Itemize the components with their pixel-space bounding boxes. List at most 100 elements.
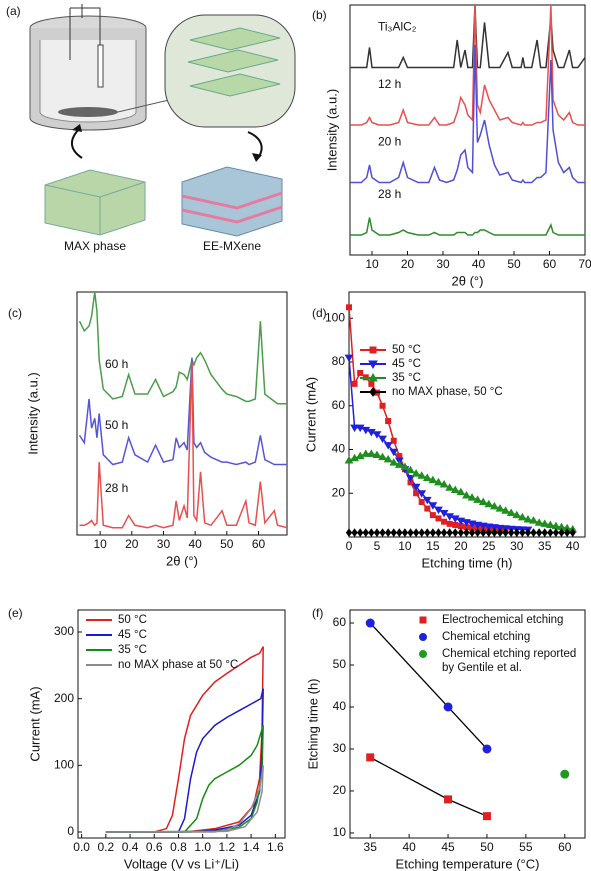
legend-label: 35 °C (392, 372, 421, 384)
marker (491, 528, 498, 537)
x-tick-label: 10 (365, 257, 379, 271)
legend-label: 50 °C (118, 614, 147, 626)
marker (439, 480, 449, 488)
legend-label: Chemical etching reported by Gentile et … (442, 648, 577, 674)
ee-mxene-layers (181, 191, 283, 224)
marker (482, 744, 492, 754)
marker (419, 616, 427, 624)
x-tick-label: 1.2 (219, 840, 236, 854)
marker (417, 471, 427, 479)
y-tick-label: 300 (54, 624, 74, 638)
marker (495, 504, 505, 512)
marker (429, 512, 436, 519)
marker (346, 304, 352, 311)
marker (385, 418, 392, 425)
series-line (350, 217, 585, 236)
legend-text-box: Electrochemical etching (442, 614, 563, 626)
x-axis-label: 2θ (°) (452, 273, 484, 288)
x-tick-label: 45 (441, 840, 455, 854)
series-line (350, 5, 585, 126)
legend-text-box: Chemical etching (442, 631, 530, 643)
marker (445, 513, 455, 521)
marker (467, 493, 477, 501)
series-label: 50 h (105, 418, 128, 432)
panel-label: (d) (312, 306, 327, 320)
marker (468, 528, 476, 537)
marker (480, 528, 487, 537)
marker (558, 528, 565, 537)
marker (478, 522, 488, 531)
series-line (349, 307, 506, 531)
series-line (78, 357, 287, 466)
y-axis-label: Intensity (a.u.) (324, 89, 339, 171)
marker (401, 528, 409, 537)
ee-mxene (181, 166, 283, 237)
marker (443, 702, 453, 712)
marker (428, 475, 438, 484)
marker (362, 528, 369, 537)
marker (372, 431, 382, 439)
marker (396, 528, 403, 537)
max-edge (44, 181, 146, 235)
marker (441, 518, 448, 525)
marker (351, 380, 358, 387)
marker (506, 508, 516, 516)
legend-text-box: 35 °C (118, 644, 147, 656)
legend-text-box: 45 °C (392, 358, 421, 370)
marker (508, 528, 515, 537)
x-tick-label: 35 (364, 840, 378, 854)
panel-label: (f) (312, 606, 323, 620)
y-tick-label: 200 (54, 691, 74, 705)
marker (534, 518, 544, 526)
series-label: 12 h (378, 77, 401, 91)
marker (411, 469, 421, 477)
legend-text-box: 35 °C (392, 372, 421, 384)
plot-frame (76, 291, 288, 536)
x-axis-label: Voltage (V vs Li⁺/Li) (124, 856, 239, 871)
x-tick-label: 40 (472, 257, 486, 271)
marker (547, 528, 554, 537)
legend-label: 35 °C (118, 644, 147, 656)
legend-label: 50 °C (392, 344, 421, 356)
marker (529, 516, 538, 524)
x-tick-label: 55 (519, 840, 533, 854)
plot-frame (348, 291, 586, 538)
marker (344, 354, 354, 363)
marker (366, 753, 375, 762)
panel-label: (c) (8, 306, 22, 320)
marker (355, 451, 365, 460)
marker (457, 528, 464, 537)
legend-text-box: no MAX phase, 50 °C (392, 386, 503, 398)
x-tick-label: 35 (538, 539, 552, 553)
marker (406, 465, 415, 474)
y-axis-label: Etching time (h) (305, 678, 320, 769)
series-line (79, 362, 287, 529)
series-line (78, 292, 287, 405)
marker (344, 455, 354, 464)
x-axis-label: 2θ (°) (166, 553, 198, 568)
legend-text-box: Chemical etching reported by Gentile et … (442, 648, 577, 674)
plot-area (349, 307, 573, 534)
arrow-head (72, 124, 82, 132)
marker (368, 360, 378, 370)
x-tick-label: 1.4 (243, 840, 260, 854)
marker (462, 490, 471, 499)
x-tick-label: 0.6 (146, 840, 163, 854)
y-tick-label: 20 (332, 485, 346, 499)
marker (478, 497, 488, 505)
y-tick-label: 100 (54, 758, 74, 772)
x-tick-label: 0.0 (73, 840, 90, 854)
marker (366, 429, 376, 437)
marker (450, 515, 460, 523)
marker (490, 524, 499, 532)
marker (450, 485, 460, 493)
marker (513, 528, 520, 537)
marker (569, 528, 576, 537)
max-phase (44, 169, 146, 236)
y-tick-label: 60 (333, 615, 347, 629)
marker (452, 528, 459, 537)
marker (424, 505, 431, 512)
series-line (105, 725, 264, 833)
series-label: 28 h (105, 481, 128, 495)
marker (419, 633, 427, 641)
